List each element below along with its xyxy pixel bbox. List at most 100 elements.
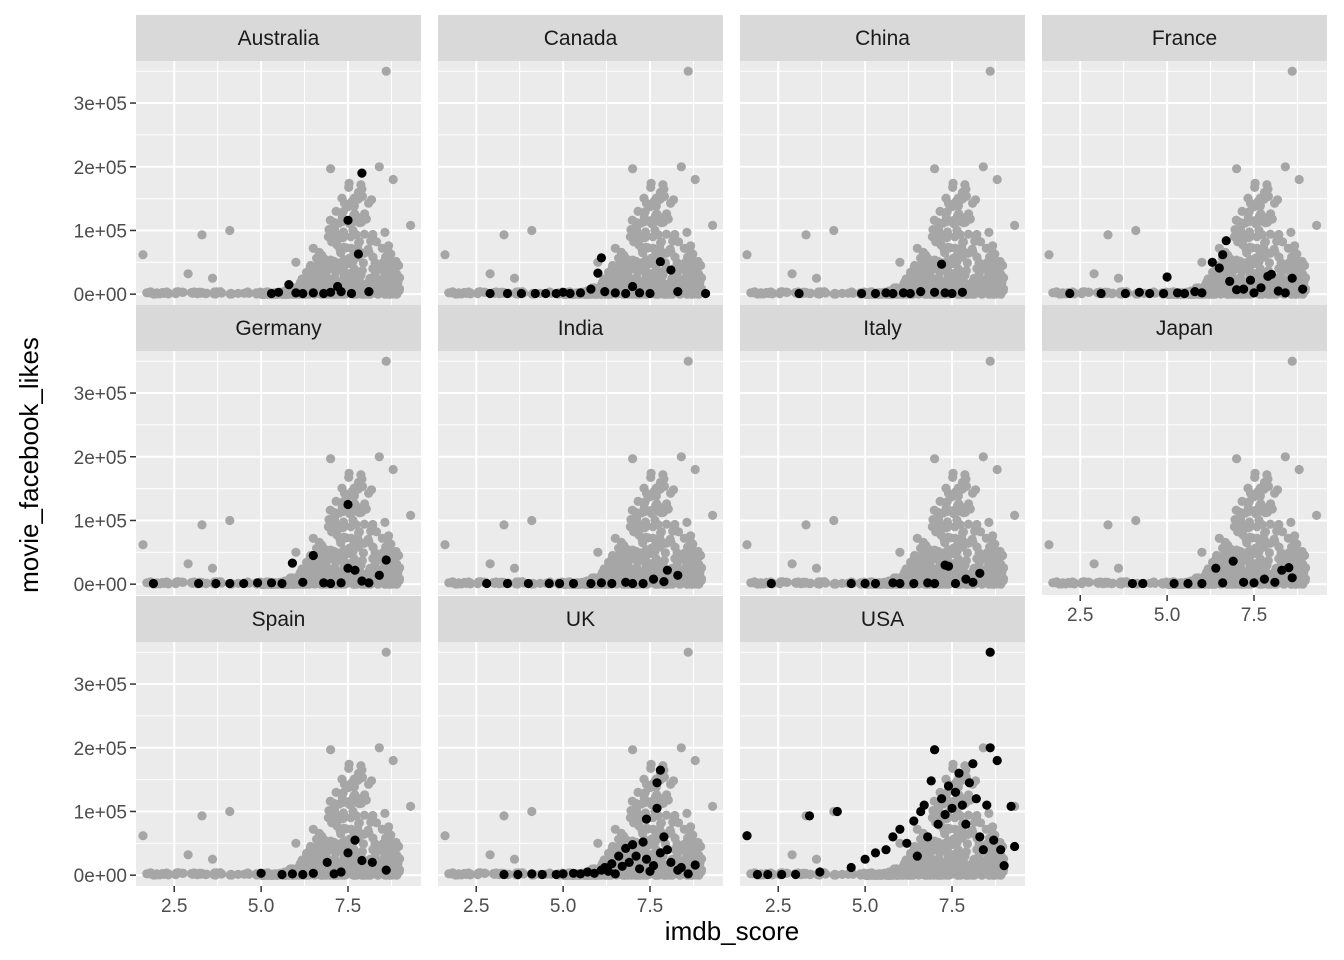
background-point bbox=[631, 514, 642, 524]
background-point bbox=[326, 164, 336, 174]
background-point bbox=[978, 452, 988, 462]
background-point bbox=[1103, 230, 1113, 240]
background-point bbox=[939, 244, 949, 254]
data-point bbox=[846, 578, 856, 589]
background-point bbox=[173, 577, 183, 587]
background-point bbox=[329, 514, 340, 524]
data-point bbox=[607, 578, 617, 589]
background-point bbox=[1241, 244, 1251, 254]
data-point bbox=[319, 288, 329, 299]
data-point bbox=[870, 578, 881, 589]
background-point bbox=[648, 232, 658, 242]
background-point bbox=[933, 546, 943, 556]
background-point bbox=[383, 253, 393, 263]
background-point bbox=[511, 579, 521, 589]
data-point bbox=[374, 570, 384, 580]
background-point bbox=[368, 229, 378, 240]
background-point bbox=[1289, 253, 1299, 263]
background-point bbox=[961, 248, 971, 258]
background-point bbox=[621, 269, 631, 279]
background-point bbox=[308, 243, 318, 253]
background-point bbox=[963, 229, 974, 239]
background-point bbox=[895, 257, 905, 267]
data-point bbox=[860, 578, 870, 589]
data-point bbox=[655, 257, 666, 267]
background-point bbox=[1255, 264, 1265, 274]
background-point bbox=[640, 232, 650, 242]
background-point bbox=[338, 207, 348, 217]
background-point bbox=[622, 567, 632, 577]
background-point bbox=[676, 452, 686, 462]
background-point bbox=[912, 533, 922, 543]
background-point bbox=[987, 534, 997, 545]
background-point bbox=[226, 288, 236, 298]
background-point bbox=[610, 560, 620, 570]
background-point bbox=[895, 547, 905, 557]
background-point bbox=[646, 564, 656, 574]
background-point bbox=[1263, 248, 1273, 258]
background-point bbox=[349, 575, 359, 585]
background-point bbox=[1010, 220, 1020, 230]
background-point bbox=[320, 277, 330, 287]
data-point bbox=[287, 558, 297, 568]
data-point bbox=[194, 578, 204, 589]
background-point bbox=[961, 538, 971, 548]
y-tick-label: 1e+05 bbox=[74, 511, 127, 532]
data-point bbox=[308, 550, 318, 561]
data-point bbox=[298, 288, 308, 299]
background-point bbox=[319, 260, 329, 270]
background-point bbox=[640, 207, 650, 217]
background-point bbox=[646, 182, 656, 192]
background-point bbox=[1265, 519, 1275, 529]
background-point bbox=[364, 198, 374, 208]
background-point bbox=[639, 280, 649, 290]
background-point bbox=[308, 270, 318, 280]
background-point bbox=[1263, 538, 1273, 548]
background-point bbox=[641, 488, 652, 498]
background-point bbox=[383, 543, 393, 553]
background-point bbox=[647, 509, 657, 519]
background-point bbox=[742, 540, 752, 550]
data-point bbox=[968, 577, 978, 587]
background-point bbox=[1251, 219, 1261, 229]
background-point bbox=[1208, 284, 1218, 294]
background-point bbox=[359, 519, 369, 529]
background-point bbox=[939, 577, 950, 587]
background-point bbox=[1294, 174, 1304, 185]
data-point bbox=[523, 578, 534, 589]
data-point bbox=[1159, 288, 1169, 299]
background-point bbox=[939, 534, 949, 544]
background-point bbox=[656, 237, 667, 247]
background-point bbox=[440, 250, 450, 260]
background-point bbox=[948, 472, 958, 482]
background-point bbox=[975, 263, 985, 273]
background-point bbox=[1270, 198, 1280, 208]
background-point bbox=[308, 560, 318, 570]
data-point bbox=[916, 287, 926, 297]
background-point bbox=[1225, 260, 1235, 270]
y-tick-label: 0e+00 bbox=[74, 575, 127, 596]
background-point bbox=[972, 229, 982, 240]
background-point bbox=[933, 514, 944, 524]
background-point bbox=[388, 174, 398, 185]
background-point bbox=[693, 256, 703, 267]
background-point bbox=[953, 554, 963, 564]
background-point bbox=[1244, 522, 1254, 533]
facet-strip-label: France bbox=[1152, 27, 1217, 50]
data-point bbox=[1298, 284, 1308, 294]
background-point bbox=[339, 198, 350, 208]
data-point bbox=[1145, 288, 1155, 299]
background-point bbox=[972, 519, 982, 530]
background-point bbox=[958, 275, 969, 286]
background-point bbox=[959, 192, 969, 203]
background-point bbox=[308, 533, 318, 543]
background-point bbox=[325, 215, 335, 225]
background-point bbox=[345, 509, 355, 519]
background-point bbox=[1244, 232, 1254, 242]
background-point bbox=[1251, 509, 1261, 519]
background-point bbox=[987, 572, 997, 582]
background-point bbox=[682, 517, 692, 528]
background-point bbox=[640, 522, 650, 533]
data-point bbox=[943, 561, 954, 571]
